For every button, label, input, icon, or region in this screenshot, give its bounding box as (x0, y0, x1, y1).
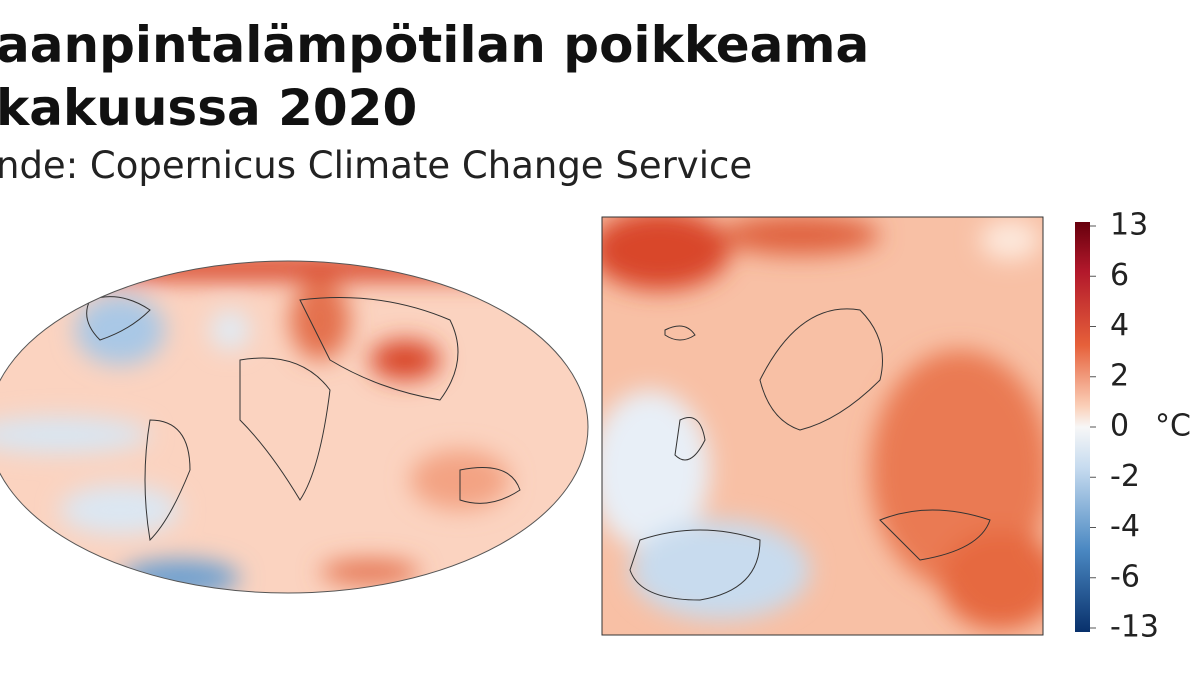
colorbar-tick-label: 6 (1110, 258, 1129, 293)
title-line: kakuussa 2020 (0, 79, 417, 137)
colorbar-tick-label: -2 (1110, 459, 1140, 494)
colorbar (1075, 222, 1090, 632)
colorbar-tick-label: -4 (1110, 509, 1140, 544)
world-map (0, 260, 589, 594)
title-line: aanpintalämpötilan poikkeama (0, 16, 869, 74)
europe-map (601, 216, 1044, 636)
colorbar-tick-label: 2 (1110, 358, 1129, 393)
colorbar-unit: °C (1155, 409, 1191, 444)
source: nde: Copernicus Climate Change Service (0, 144, 752, 187)
colorbar-tick-label: -13 (1110, 610, 1159, 645)
colorbar-tick-label: 13 (1110, 208, 1148, 243)
colorbar-ticks: 13 6 4 2 0 -2 -4 -6 -13 (1090, 208, 1159, 645)
colorbar-tick-label: -6 (1110, 559, 1140, 594)
colorbar-tick-label: 4 (1110, 308, 1129, 343)
colorbar-tick-label: 0 (1110, 409, 1129, 444)
